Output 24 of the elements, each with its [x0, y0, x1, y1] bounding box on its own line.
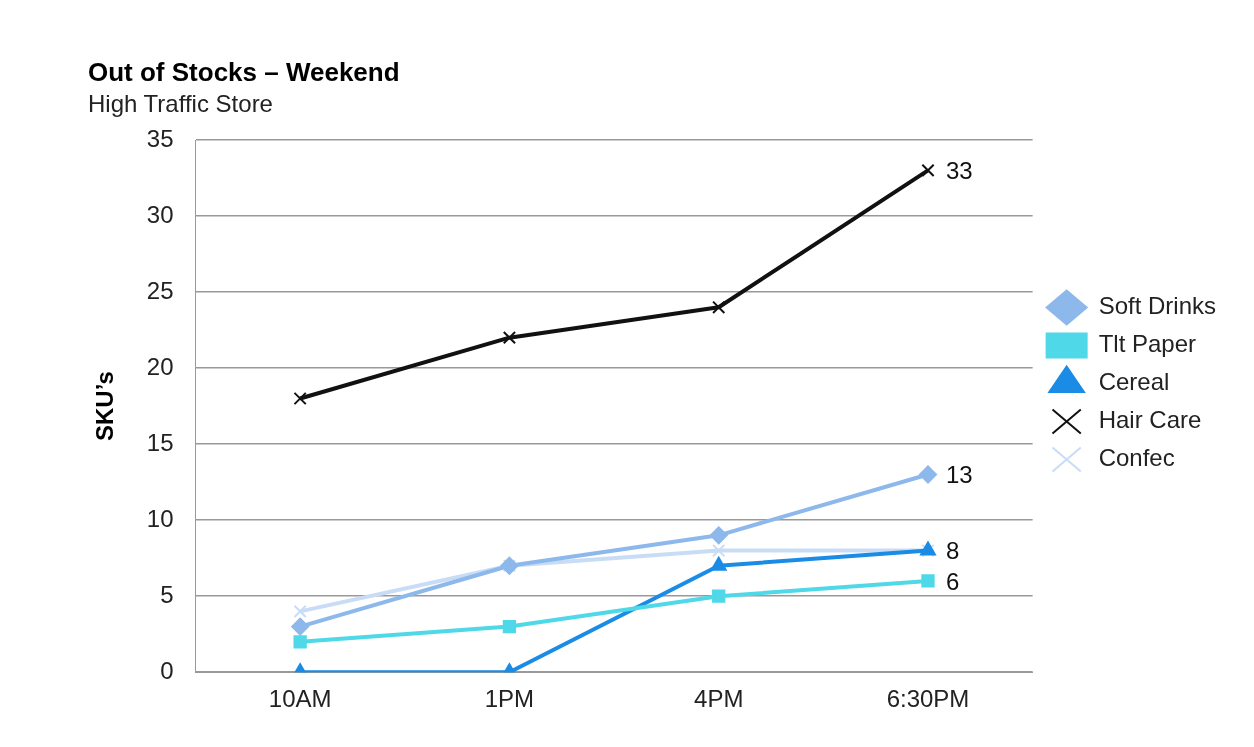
y-tick-label: 0: [160, 656, 174, 684]
y-tick-label: 25: [146, 276, 174, 304]
y-tick-label: 30: [146, 200, 174, 228]
x-tick-label: 6:30PM: [886, 685, 970, 713]
y-axis-title: SKU’s: [91, 371, 119, 441]
y-tick-label: 20: [146, 352, 174, 380]
chart-subtitle: High Traffic Store: [88, 90, 273, 118]
y-tick-label: 35: [146, 124, 174, 152]
x-tick-label: 1PM: [484, 685, 535, 713]
data-label: 6: [945, 567, 960, 595]
legend-label: Tlt Paper: [1098, 330, 1197, 358]
data-label: 13: [945, 461, 973, 489]
y-tick-label: 10: [146, 504, 174, 532]
x-tick-label: 10AM: [268, 685, 332, 713]
legend-label: Hair Care: [1098, 406, 1202, 434]
data-label: 33: [945, 157, 973, 185]
y-tick-label: 15: [146, 428, 174, 456]
y-tick-label: 5: [160, 580, 174, 608]
legend-label: Cereal: [1098, 368, 1170, 396]
legend-label: Confec: [1098, 444, 1175, 472]
legend-label: Soft Drinks: [1098, 292, 1217, 320]
chart-title: Out of Stocks – Weekend: [88, 56, 400, 87]
x-tick-label: 4PM: [694, 685, 744, 713]
data-label: 8: [945, 537, 960, 565]
